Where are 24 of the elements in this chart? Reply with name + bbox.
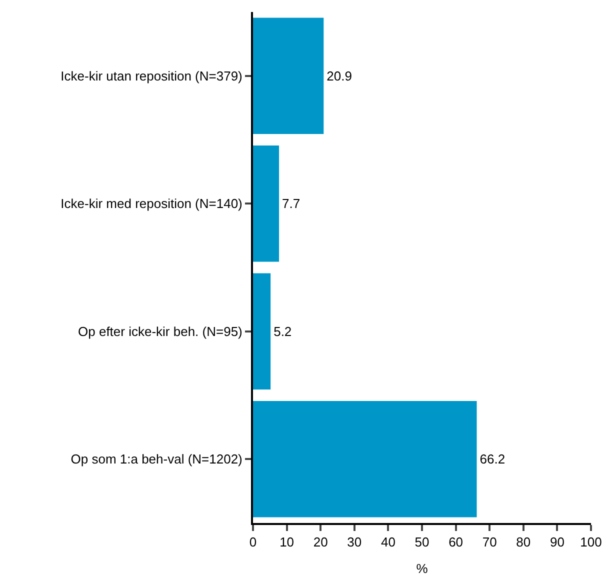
x-tick-label: 60 [448,534,464,550]
x-axis-title: % [416,561,428,576]
y-tick-label: Icke-kir med reposition (N=140) [60,196,242,212]
x-tick-label: 20 [313,534,328,550]
bar [253,401,477,518]
data-label: 66.2 [480,452,506,467]
bar [253,273,271,390]
bar [253,146,280,262]
y-tick-label: Op som 1:a beh-val (N=1202) [70,452,242,467]
y-tick-label: Op efter icke-kir beh. (N=95) [78,324,242,339]
x-tick-label: 30 [347,534,362,550]
x-tick-label: 80 [516,534,531,550]
bar [253,18,324,134]
data-label: 7.7 [282,196,300,212]
x-tick-label: 70 [482,534,497,550]
x-tick-label: 40 [380,534,396,550]
data-label: 5.2 [274,324,292,339]
x-tick-label: 0 [249,534,257,550]
x-tick-label: 100 [580,534,602,550]
data-label: 20.9 [326,68,352,84]
x-tick-label: 50 [414,534,430,550]
x-tick-label: 90 [550,534,564,550]
x-tick-label: 10 [280,534,294,550]
y-tick-label: Icke-kir utan reposition (N=379) [60,68,242,84]
